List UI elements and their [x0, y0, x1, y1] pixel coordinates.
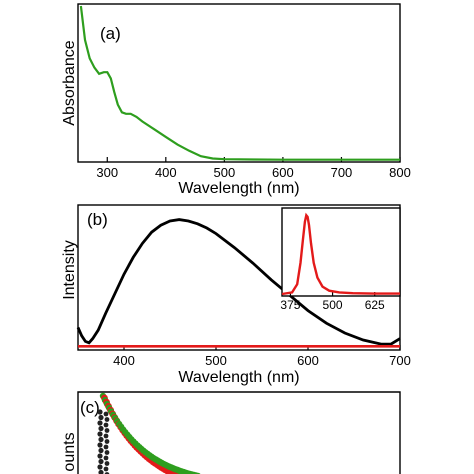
panel-a-x-tick-label: 500 — [214, 165, 236, 180]
panel-c-point — [98, 436, 104, 443]
panel-b-inset-x-ticks: 375 500 625 — [280, 292, 385, 312]
panel-c-point — [98, 469, 104, 474]
panel-c-point — [104, 439, 110, 444]
panel-b-x-tick-label: 700 — [389, 353, 411, 368]
panel-b: (b) 400 500 600 700 375 500 625 Wavelength (n… — [61, 204, 411, 386]
panel-b-inset-x-tick-label: 625 — [365, 298, 385, 312]
panel-b-x-ticks: 400 500 600 700 — [113, 345, 411, 368]
panel-b-inset-line — [281, 212, 400, 296]
panel-c-point — [97, 409, 103, 415]
panel-a-x-ticks: 300 400 500 600 700 800 — [96, 157, 411, 180]
panel-c-decay-points — [97, 392, 201, 474]
panel-b-label: (b) — [87, 210, 108, 229]
panel-b-inset-x-tick-label: 375 — [280, 298, 300, 312]
panel-c-point — [103, 466, 109, 472]
panel-c-point — [97, 431, 103, 437]
panel-a-label: (a) — [100, 24, 121, 43]
panel-b-x-tick-label: 500 — [205, 353, 227, 368]
panel-c-y-axis-title: ounts — [61, 432, 78, 471]
panel-c-point — [104, 461, 110, 466]
panel-b-inset-x-tick-label: 500 — [323, 298, 343, 312]
panel-c-point — [97, 420, 103, 426]
panel-a: (a) 300 400 500 600 700 800 Wavelength (nm) A… — [61, 3, 411, 197]
panel-a-x-axis-title: Wavelength (nm) — [178, 180, 299, 197]
panel-c-point — [103, 411, 109, 417]
panel-b-black-line — [76, 218, 401, 346]
panel-a-x-tick-label: 300 — [96, 165, 118, 180]
panel-b-x-tick-label: 600 — [297, 353, 319, 368]
panel-c-point — [98, 425, 104, 432]
panel-a-y-axis-title: Absorbance — [61, 40, 78, 125]
panel-c-point — [98, 447, 104, 454]
panel-b-x-tick-label: 400 — [113, 353, 135, 368]
panel-a-x-tick-label: 800 — [389, 165, 411, 180]
panel-a-absorbance-line — [79, 5, 400, 161]
panel-c-point — [104, 450, 110, 455]
panel-c-axes — [77, 391, 401, 474]
panel-c-point — [98, 414, 104, 421]
panel-a-x-tick-label: 600 — [272, 165, 294, 180]
panel-c-point — [103, 455, 109, 461]
panel-b-inset-axes — [281, 207, 401, 297]
panel-a-x-tick-label: 700 — [331, 165, 353, 180]
panel-a-x-tick-label: 400 — [155, 165, 177, 180]
panel-c-point — [97, 442, 103, 448]
panel-c-point — [98, 458, 104, 465]
panel-c-point — [97, 453, 103, 459]
panel-c: (c) ounts — [61, 391, 401, 474]
panel-c-point — [103, 422, 109, 428]
panel-c-label: (c) — [80, 398, 100, 417]
panel-c-point — [103, 444, 109, 450]
panel-c-point — [104, 428, 110, 433]
panel-b-y-axis-title: Intensity — [61, 240, 78, 300]
panel-c-point — [103, 433, 109, 439]
panel-a-axes — [77, 3, 401, 163]
panel-b-x-axis-title: Wavelength (nm) — [178, 369, 299, 386]
panel-c-point — [97, 464, 103, 470]
panel-c-point — [104, 417, 110, 422]
